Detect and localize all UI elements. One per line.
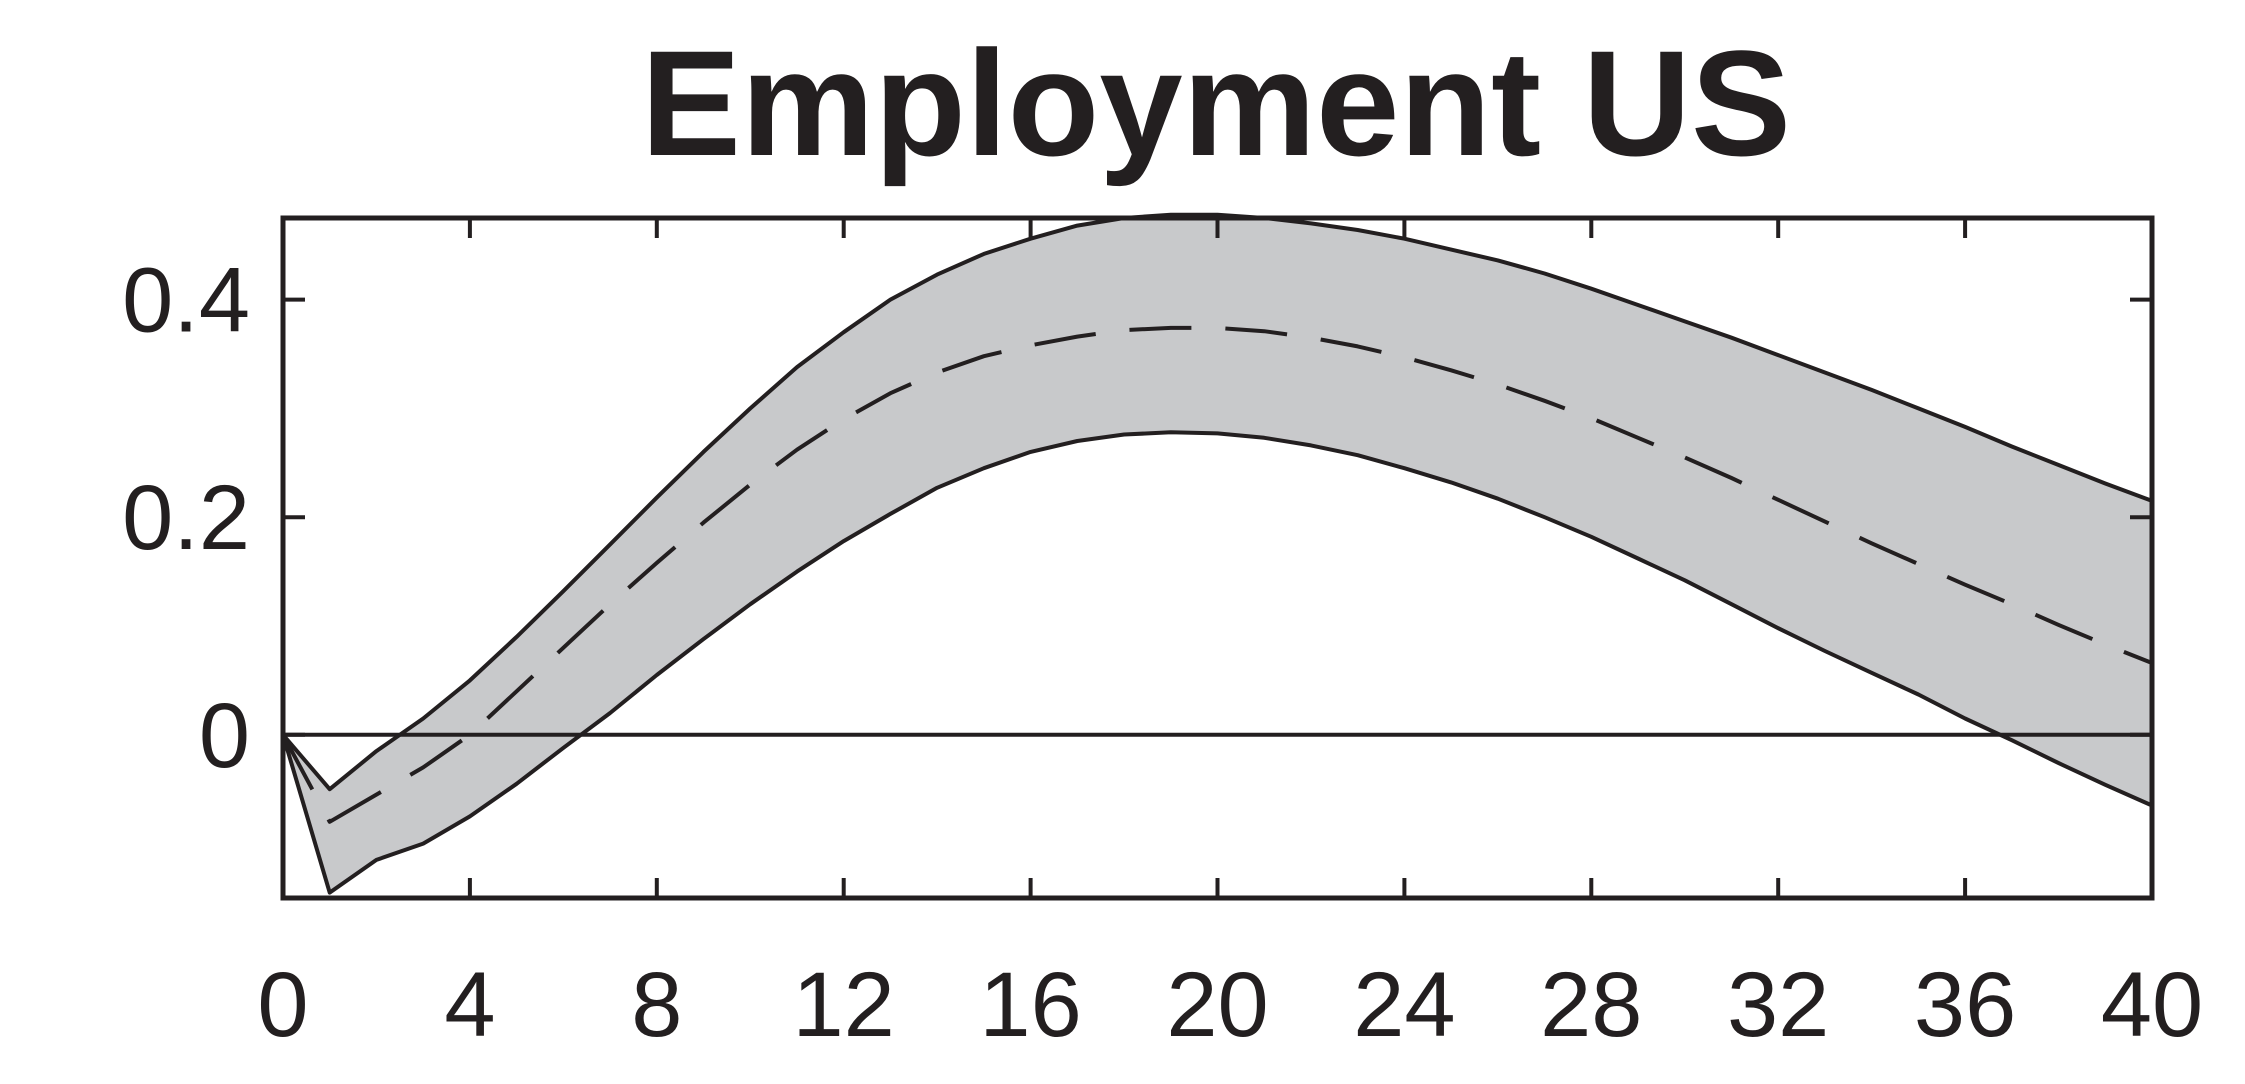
x-tick-label: 24 (1353, 954, 1455, 1056)
median-line (281, 325, 2153, 824)
x-tick-label: 12 (793, 954, 895, 1056)
y-tick-label: 0.2 (122, 467, 250, 569)
x-tick-label: 28 (1540, 954, 1642, 1056)
plot-area: 0 4 8 12 16 20 24 28 32 36 40 0 0.2 0.4 (122, 212, 2203, 1056)
x-tick-label: 20 (1166, 954, 1268, 1056)
upper-band-line (281, 212, 2153, 792)
x-tick-label: 32 (1727, 954, 1829, 1056)
lower-band-line (281, 430, 2153, 895)
x-tick-label: 0 (257, 954, 308, 1056)
x-tick-label: 8 (631, 954, 682, 1056)
y-tick-label: 0.4 (122, 250, 250, 352)
x-tick-label: 40 (2101, 954, 2203, 1056)
y-tick-label: 0 (199, 685, 250, 787)
confidence-band (283, 214, 2152, 893)
x-tick-label: 36 (1914, 954, 2016, 1056)
chart-title: Employment US (641, 19, 1791, 187)
x-tick-label: 16 (979, 954, 1081, 1056)
x-tick-label: 4 (444, 954, 495, 1056)
